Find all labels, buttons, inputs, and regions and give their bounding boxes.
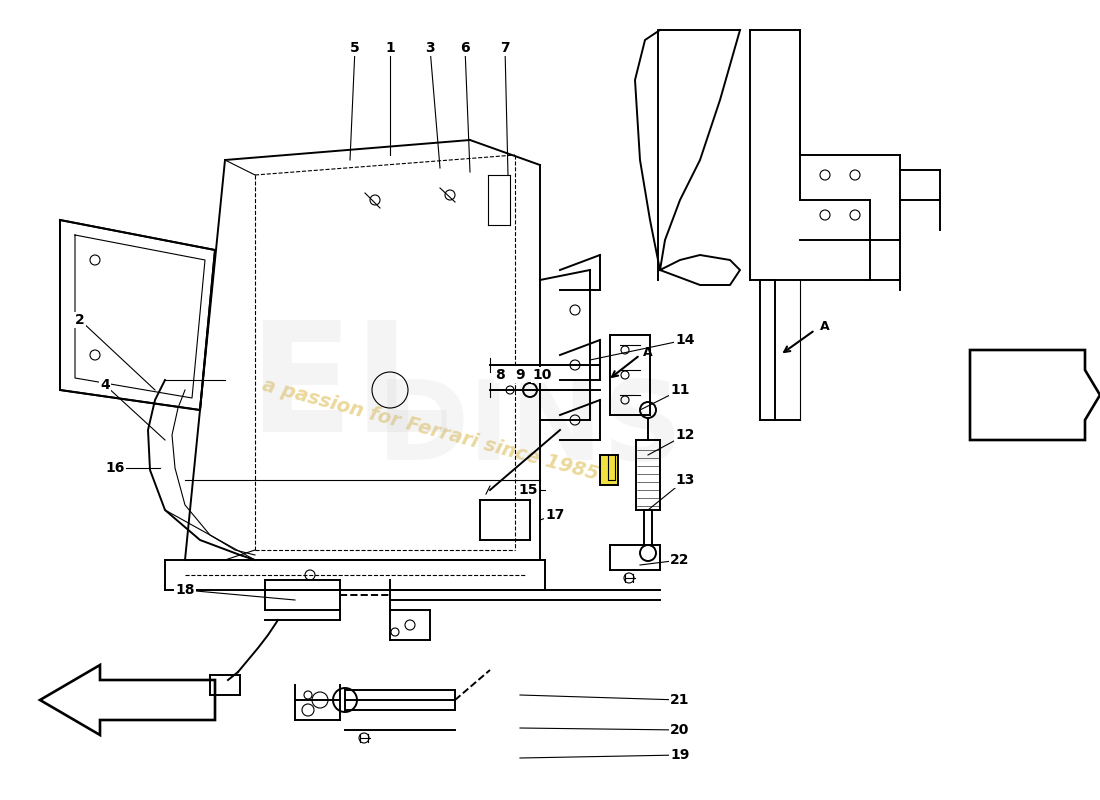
Polygon shape <box>60 220 215 410</box>
Text: EL: EL <box>250 315 451 465</box>
Text: 12: 12 <box>675 428 695 442</box>
Text: 8: 8 <box>495 368 505 382</box>
Text: 6: 6 <box>460 41 470 55</box>
Text: 3: 3 <box>426 41 434 55</box>
Text: 2: 2 <box>75 313 85 327</box>
Text: 14: 14 <box>675 333 695 347</box>
FancyBboxPatch shape <box>600 455 618 485</box>
Text: 17: 17 <box>546 508 564 522</box>
Text: 9: 9 <box>515 368 525 382</box>
Text: DINS: DINS <box>376 377 683 483</box>
Text: a passion for Ferrari since 1985: a passion for Ferrari since 1985 <box>260 376 601 484</box>
Text: 1: 1 <box>385 41 395 55</box>
Text: 5: 5 <box>350 41 360 55</box>
Text: A: A <box>644 346 652 358</box>
Text: 11: 11 <box>670 383 690 397</box>
Text: 21: 21 <box>670 693 690 707</box>
Text: 13: 13 <box>675 473 695 487</box>
Text: 19: 19 <box>670 748 690 762</box>
Text: 22: 22 <box>670 553 690 567</box>
Text: 4: 4 <box>100 378 110 392</box>
Text: 20: 20 <box>670 723 690 737</box>
Text: A: A <box>820 321 829 334</box>
Text: 18: 18 <box>175 583 195 597</box>
Text: 10: 10 <box>532 368 552 382</box>
Text: 15: 15 <box>518 483 538 497</box>
Text: 16: 16 <box>106 461 124 475</box>
Text: 7: 7 <box>500 41 509 55</box>
